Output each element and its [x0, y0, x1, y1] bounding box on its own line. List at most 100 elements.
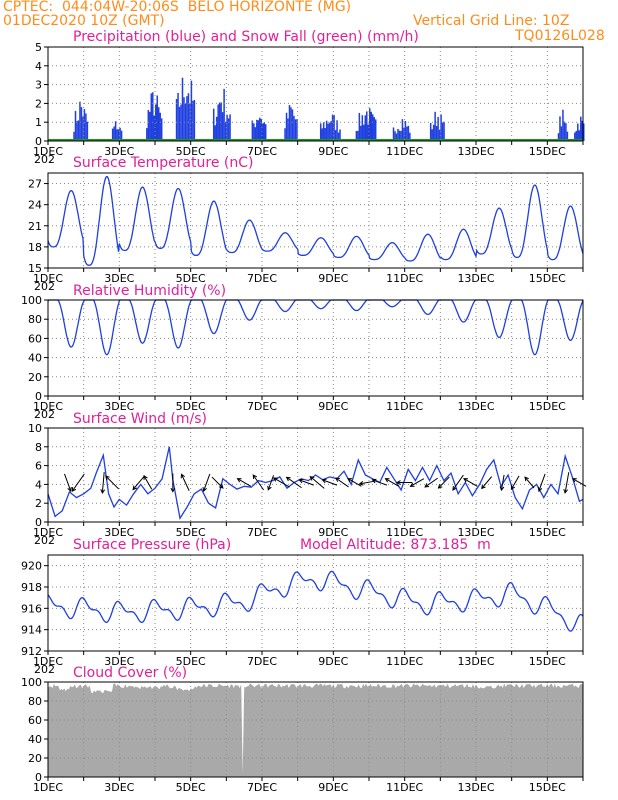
wind-xtick-label: 7DEC [247, 526, 277, 539]
precip-bar [404, 120, 407, 141]
temp-xtick-label: 5DEC [176, 272, 206, 285]
precip-bar [574, 132, 576, 141]
wind-arrow [463, 478, 478, 487]
precip-ytick-label: 5 [35, 41, 42, 54]
precip-bar [178, 106, 181, 141]
precip-bar [373, 117, 375, 141]
precip-bar [156, 95, 158, 141]
precip-bar [116, 129, 118, 141]
wind-arrow [424, 477, 439, 488]
precip-bar [360, 125, 362, 141]
wind-arrow [537, 473, 546, 493]
precip-bar [337, 132, 340, 141]
precip-bar [432, 124, 435, 141]
precip-bar [262, 123, 264, 141]
precip-xtick-label: 9DEC [318, 145, 348, 158]
rh-xtick-label: 13DEC [457, 400, 494, 413]
wind-arrow [371, 478, 388, 486]
header-station-line: CPTEC: 044:04W-20:06S BELO HORIZONTE (MG… [3, 0, 352, 15]
pressure-ytick-label: 916 [21, 602, 42, 615]
temp-series-line [47, 175, 584, 266]
precip-bar [407, 125, 410, 141]
precip-bar [559, 116, 561, 141]
pressure-title: Surface Pressure (hPa) [73, 537, 232, 553]
precip-bar [259, 117, 261, 141]
precip-bar [293, 115, 295, 141]
precip-bar [357, 130, 359, 141]
precip-bar [153, 115, 156, 141]
rh-xtick-label: 7DEC [247, 400, 277, 413]
precip-bar [184, 103, 187, 141]
rh-title: Relative Humidity (%) [73, 283, 227, 299]
precip-bar [580, 116, 582, 141]
precip-bar [215, 116, 218, 141]
rh-year-fragment: 202 [34, 408, 55, 421]
temp-xtick-label: 3DEC [104, 272, 134, 285]
precip-bar [186, 96, 188, 141]
precip-bar [321, 128, 323, 141]
precip-bar [400, 130, 402, 141]
cloud-ytick-label: 40 [28, 733, 42, 746]
temp-xtick-label: 1DEC [33, 272, 63, 285]
precip-bar [429, 122, 432, 141]
precip-bar [117, 129, 120, 141]
pressure-ytick-label: 914 [21, 624, 42, 637]
temp-ytick-label: 21 [28, 220, 42, 233]
precip-bar [435, 125, 438, 141]
precip-bar [285, 112, 288, 141]
rh-xtick-label: 15DEC [529, 400, 566, 413]
precip-bar [361, 115, 364, 141]
precip-bar [296, 119, 298, 141]
temp-xtick-label: 9DEC [318, 272, 348, 285]
wind-arrow [409, 478, 425, 487]
wind-arrow [499, 474, 505, 492]
precip-bar [369, 108, 371, 141]
precip-bar [336, 120, 338, 141]
precip-bar [364, 115, 367, 141]
rh-ytick-label: 100 [21, 294, 42, 307]
cloud-xtick-label: 9DEC [318, 781, 348, 794]
precip-bar [218, 102, 221, 141]
wind-year-fragment: 202 [34, 534, 55, 547]
pressure-ytick-label: 918 [21, 581, 42, 594]
cloud-xtick-label: 15DEC [529, 781, 566, 794]
precip-bar [443, 121, 445, 141]
wind-arrow [358, 480, 375, 486]
precip-xtick-label: 5DEC [176, 145, 206, 158]
precip-bar [157, 107, 160, 141]
precip-bar [192, 100, 194, 141]
precip-bar [229, 114, 231, 141]
precip-bar [392, 127, 395, 141]
precip-bar [73, 131, 75, 141]
cloud-frame [47, 681, 584, 778]
rh-ytick-label: 40 [28, 352, 42, 365]
precip-year-fragment: 202 [34, 153, 55, 166]
precip-bar [358, 112, 361, 141]
cloud-title: Cloud Cover (%) [73, 665, 188, 681]
precip-bar [76, 121, 78, 141]
precip-bar [226, 114, 228, 141]
precip-bar [223, 88, 225, 141]
header-grid-line-note: Vertical Grid Line: 10Z [413, 13, 570, 29]
wind-arrow [347, 478, 362, 487]
wind-arrow [64, 473, 72, 493]
precip-xtick-label: 13DEC [457, 145, 494, 158]
precip-bar [189, 103, 191, 141]
precip-xtick-label: 1DEC [33, 145, 63, 158]
precip-bar [83, 109, 86, 141]
precip-bar [355, 130, 358, 141]
precip-bar [562, 109, 564, 141]
wind-arrow [571, 478, 587, 487]
wind-arrow [395, 480, 413, 485]
precip-bar [212, 108, 215, 141]
wind-xtick-label: 15DEC [529, 526, 566, 539]
precip-bar [325, 120, 328, 141]
cloud-xtick-label: 5DEC [176, 781, 206, 794]
precip-bar [291, 109, 294, 141]
temp-ytick-label: 15 [28, 262, 42, 275]
precip-bar [160, 118, 163, 141]
pressure-altitude-note: Model Altitude: 873.185 m [300, 537, 491, 553]
precip-bar [180, 104, 182, 141]
precip-bar [220, 102, 222, 141]
